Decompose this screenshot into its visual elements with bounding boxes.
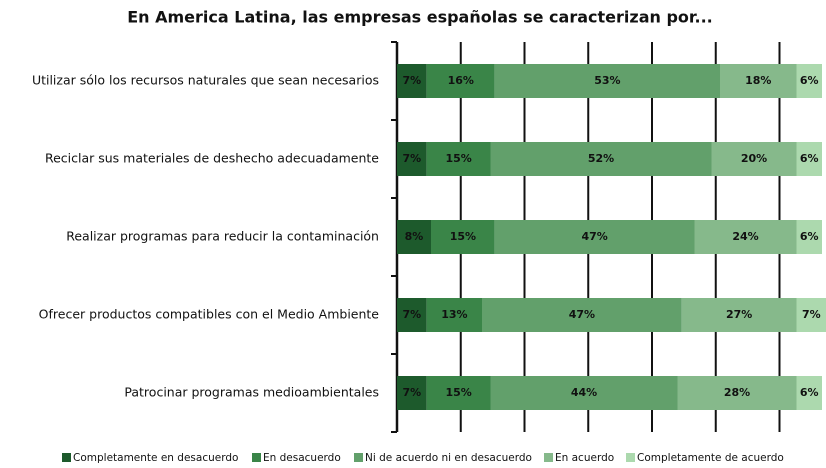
category-label: Reciclar sus materiales de deshecho adec… <box>45 151 379 166</box>
category-label: Realizar programas para reducir la conta… <box>66 229 379 244</box>
bar-segment <box>796 298 826 332</box>
chart-title: En America Latina, las empresas española… <box>127 8 713 27</box>
bar-segment <box>720 64 797 98</box>
bar-segment <box>681 298 797 332</box>
value-label: 6% <box>800 152 819 165</box>
value-label: 53% <box>594 74 620 87</box>
bar-segment <box>426 64 495 98</box>
legend-label: Ni de acuerdo ni en desacuerdo <box>365 452 532 464</box>
value-label: 16% <box>448 74 474 87</box>
value-label: 6% <box>800 386 819 399</box>
legend-label: En acuerdo <box>555 452 614 464</box>
value-label: 15% <box>445 152 471 165</box>
value-label: 7% <box>403 308 422 321</box>
value-label: 47% <box>569 308 595 321</box>
value-label: 7% <box>403 152 422 165</box>
category-label: Patrocinar programas medioambientales <box>124 385 379 400</box>
value-label: 52% <box>588 152 614 165</box>
bar-segment <box>796 64 822 98</box>
value-label: 27% <box>726 308 752 321</box>
bar-segment <box>397 220 431 254</box>
value-label: 24% <box>732 230 758 243</box>
value-label: 13% <box>441 308 467 321</box>
legend-label: Completamente de acuerdo <box>637 452 784 464</box>
value-label: 6% <box>800 230 819 243</box>
bar-segment <box>482 298 682 332</box>
legend-swatch <box>544 453 553 462</box>
bar-segment <box>490 142 712 176</box>
value-label: 20% <box>741 152 767 165</box>
bar-segment <box>431 220 495 254</box>
bar-segment <box>494 220 695 254</box>
bar-segment <box>711 142 797 176</box>
category-label: Ofrecer productos compatibles con el Med… <box>39 307 380 322</box>
legend-label: Completamente en desacuerdo <box>73 452 238 464</box>
bar-segment <box>426 298 482 332</box>
legend-swatch <box>252 453 261 462</box>
value-label: 15% <box>445 386 471 399</box>
legend-swatch <box>354 453 363 462</box>
bar-segment <box>490 376 678 410</box>
bar-segment <box>494 64 720 98</box>
value-label: 7% <box>802 308 821 321</box>
value-label: 8% <box>405 230 424 243</box>
bar-segment <box>677 376 797 410</box>
bar-segment <box>397 64 427 98</box>
legend-swatch <box>626 453 635 462</box>
bar-segment <box>796 142 822 176</box>
value-label: 47% <box>581 230 607 243</box>
bar-segment <box>796 376 822 410</box>
legend-swatch <box>62 453 71 462</box>
bar-segment <box>796 220 822 254</box>
category-label: Utilizar sólo los recursos naturales que… <box>32 73 379 88</box>
bar-segment <box>397 142 427 176</box>
value-label: 6% <box>800 74 819 87</box>
value-label: 18% <box>745 74 771 87</box>
value-label: 28% <box>724 386 750 399</box>
value-label: 44% <box>571 386 597 399</box>
value-label: 15% <box>450 230 476 243</box>
legend-label: En desacuerdo <box>263 452 341 464</box>
bar-segment <box>426 142 491 176</box>
value-label: 7% <box>403 74 422 87</box>
value-label: 7% <box>403 386 422 399</box>
bar-segment <box>397 298 427 332</box>
bar-segment <box>397 376 427 410</box>
bar-segment <box>694 220 797 254</box>
bar-segment <box>426 376 491 410</box>
